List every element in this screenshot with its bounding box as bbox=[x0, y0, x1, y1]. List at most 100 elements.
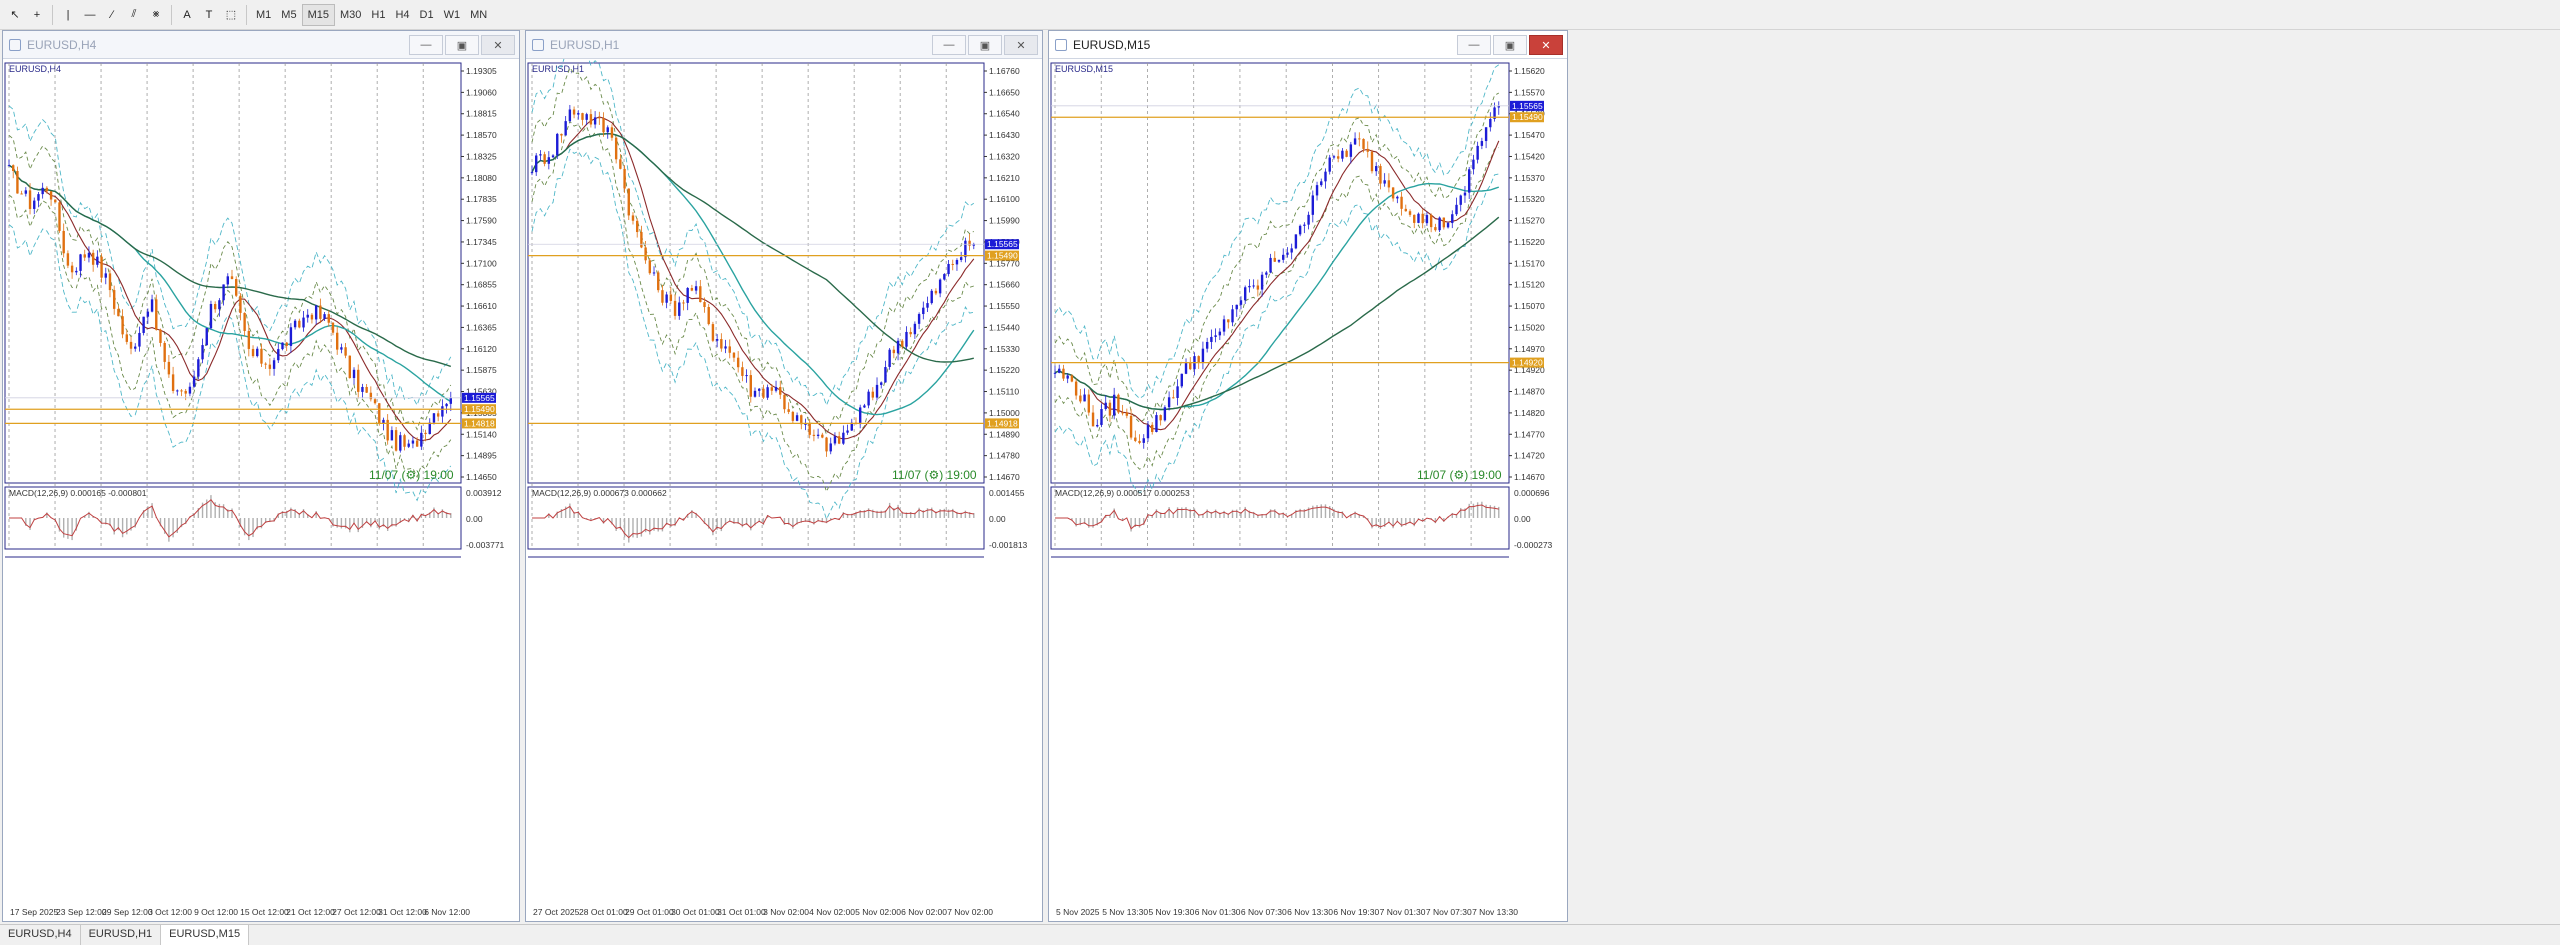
lower-band-inner bbox=[531, 120, 974, 493]
window-titlebar[interactable]: EURUSD,H1 — ▣ ✕ bbox=[526, 31, 1042, 59]
cursor-tool-icon[interactable]: ↖ bbox=[10, 9, 20, 21]
candle-body bbox=[1273, 257, 1276, 262]
candle-body bbox=[7, 165, 11, 167]
candle-body bbox=[134, 346, 137, 349]
candle-body bbox=[159, 329, 162, 343]
price-axis-label: 1.14895 bbox=[466, 451, 497, 461]
text-tool-icon[interactable]: A bbox=[183, 8, 191, 21]
macd-axis-label: 0.001455 bbox=[989, 488, 1025, 498]
candle-body bbox=[808, 423, 811, 435]
tab-eurusd-h4[interactable]: EURUSD,H4 bbox=[0, 925, 81, 945]
crosshair-tool-icon[interactable]: + bbox=[33, 8, 41, 21]
candle-body bbox=[361, 386, 364, 392]
minimize-icon[interactable]: — bbox=[409, 35, 443, 55]
close-icon[interactable]: ✕ bbox=[1529, 35, 1563, 55]
timeframe-m1-button[interactable]: M1 bbox=[256, 8, 272, 21]
time-axis-label: 6 Nov 01:30 bbox=[1195, 907, 1241, 917]
candle-body bbox=[201, 345, 204, 360]
candle-body bbox=[411, 440, 415, 444]
shapes-tool-icon[interactable]: ⬚ bbox=[225, 9, 237, 21]
candle-body bbox=[1303, 224, 1306, 226]
candle-body bbox=[1214, 335, 1217, 337]
candle-body bbox=[686, 288, 689, 303]
vline-tool-icon[interactable]: | bbox=[66, 8, 70, 21]
candle-body bbox=[142, 316, 145, 333]
candle-body bbox=[783, 394, 786, 410]
candle-body bbox=[1134, 437, 1137, 441]
price-axis-label: 1.16320 bbox=[989, 151, 1020, 161]
candle-body bbox=[407, 443, 410, 447]
candle-body bbox=[1442, 217, 1446, 228]
level-price-tag-bg bbox=[985, 250, 1019, 261]
timeframe-m5-button[interactable]: M5 bbox=[281, 8, 297, 21]
timeframe-m30-button[interactable]: M30 bbox=[339, 8, 362, 21]
candle-body bbox=[1332, 156, 1336, 158]
window-titlebar[interactable]: EURUSD,H4 — ▣ ✕ bbox=[3, 31, 519, 59]
maximize-icon[interactable]: ▣ bbox=[445, 35, 479, 55]
timeframe-mn-button[interactable]: MN bbox=[470, 8, 488, 21]
candle-body bbox=[239, 295, 242, 313]
timeframe-w1-button[interactable]: W1 bbox=[443, 8, 461, 21]
minimize-icon[interactable]: — bbox=[932, 35, 966, 55]
trendline-tool-icon[interactable]: ∕ bbox=[111, 8, 113, 21]
minimize-icon[interactable]: — bbox=[1457, 35, 1491, 55]
time-axis-label: 27 Oct 2025 bbox=[533, 907, 580, 917]
maximize-icon[interactable]: ▣ bbox=[968, 35, 1002, 55]
candle-body bbox=[913, 323, 917, 335]
chart-window-h4[interactable]: EURUSD,H4 — ▣ ✕ EURUSD,H4 1.19305 1.19060 1.188… bbox=[2, 30, 520, 922]
price-axis-label: 1.15990 bbox=[989, 216, 1020, 226]
chart-window-h1[interactable]: EURUSD,H1 — ▣ ✕ EURUSD,H1 1.16760 1.16650 1.165… bbox=[525, 30, 1043, 922]
timeframe-d1-button[interactable]: D1 bbox=[419, 8, 434, 21]
window-titlebar[interactable]: EURUSD,M15 — ▣ ✕ bbox=[1049, 31, 1567, 59]
candle-body bbox=[1155, 415, 1158, 432]
level-price-tag-lower-bg bbox=[462, 418, 496, 429]
tab-eurusd-m15[interactable]: EURUSD,M15 bbox=[161, 925, 250, 945]
timeframe-h1-button[interactable]: H1 bbox=[371, 8, 386, 21]
candle-body bbox=[415, 440, 419, 447]
candle-body bbox=[922, 307, 925, 315]
chart-canvas[interactable]: EURUSD,H4 1.19305 1.19060 1.18815 1.18570 1.1… bbox=[3, 59, 519, 921]
chart-symbol-label: EURUSD,M15 bbox=[1055, 64, 1113, 74]
candle-body bbox=[247, 330, 251, 349]
candle-body bbox=[1425, 215, 1429, 224]
pitchfork-tool-icon[interactable]: ⨳ bbox=[152, 8, 160, 20]
candle-body bbox=[547, 157, 551, 164]
time-axis-label: 6 Nov 13:30 bbox=[1287, 907, 1333, 917]
close-icon[interactable]: ✕ bbox=[481, 35, 515, 55]
candle-body bbox=[715, 339, 719, 341]
candle-body bbox=[146, 311, 150, 317]
candle-body bbox=[1146, 424, 1150, 439]
candle-body bbox=[1083, 394, 1086, 402]
candle-body bbox=[837, 436, 841, 444]
candle-body bbox=[934, 290, 938, 294]
timeframe-h4-button[interactable]: H4 bbox=[395, 8, 410, 21]
candle-body bbox=[1366, 148, 1369, 152]
tab-eurusd-h1[interactable]: EURUSD,H1 bbox=[81, 925, 162, 945]
chart-canvas[interactable]: EURUSD,H1 1.16760 1.16650 1.16540 1.16430 1.1… bbox=[526, 59, 1042, 921]
candle-body bbox=[1100, 408, 1103, 425]
chart-window-m15[interactable]: EURUSD,M15 — ▣ ✕ EURUSD,M15 1.15620 1.15570 1.1… bbox=[1048, 30, 1568, 922]
lower-band-outer bbox=[1054, 173, 1499, 494]
candle-body bbox=[657, 272, 660, 291]
candle-body bbox=[251, 348, 255, 357]
candle-body bbox=[167, 361, 171, 375]
close-icon[interactable]: ✕ bbox=[1004, 35, 1038, 55]
time-axis-label: 3 Nov 02:00 bbox=[763, 907, 809, 917]
chart-window-icon bbox=[532, 38, 544, 51]
level-price-tag: 1.15490 bbox=[987, 251, 1018, 261]
candle-body bbox=[1484, 127, 1488, 142]
price-axis-label: 1.15440 bbox=[989, 322, 1020, 332]
label-tool-icon[interactable]: T bbox=[205, 8, 213, 21]
channel-tool-icon[interactable]: ⫽ bbox=[131, 8, 137, 20]
candle-body bbox=[614, 137, 618, 160]
price-plot-frame bbox=[4, 62, 462, 484]
timeframe-m15-button[interactable]: M15 bbox=[301, 3, 335, 26]
hline-tool-icon[interactable]: — bbox=[84, 8, 96, 21]
upper-band-inner bbox=[531, 66, 975, 436]
candle-body bbox=[964, 240, 967, 258]
candle-body bbox=[871, 391, 875, 398]
maximize-icon[interactable]: ▣ bbox=[1493, 35, 1527, 55]
candle-body bbox=[875, 384, 879, 398]
chart-canvas[interactable]: EURUSD,M151.156201.155701.155201.154701.… bbox=[1049, 59, 1567, 921]
candle-body bbox=[1497, 105, 1500, 108]
